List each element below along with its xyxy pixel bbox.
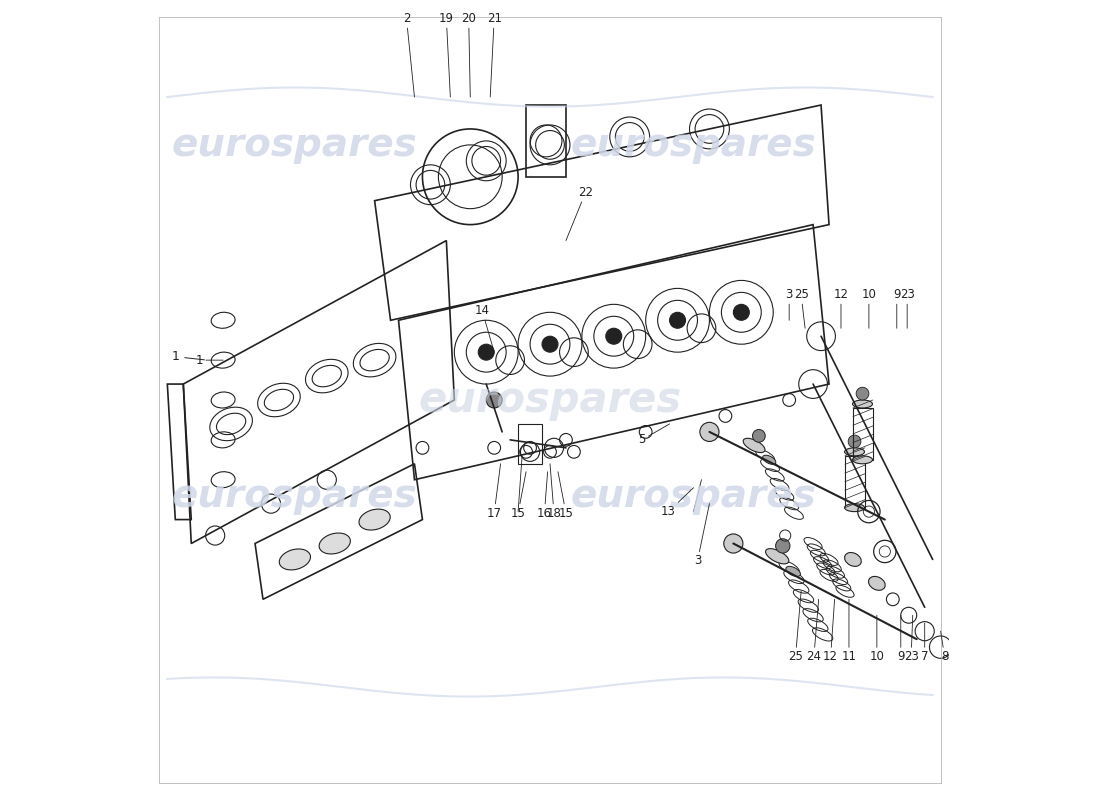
Text: 3: 3 bbox=[694, 504, 710, 567]
Circle shape bbox=[542, 336, 558, 352]
Text: 9: 9 bbox=[896, 615, 904, 663]
Text: 12: 12 bbox=[834, 288, 848, 328]
Text: 10: 10 bbox=[869, 615, 884, 663]
Text: 14: 14 bbox=[475, 304, 494, 352]
Text: 12: 12 bbox=[823, 599, 838, 663]
Ellipse shape bbox=[359, 509, 390, 530]
Text: 18: 18 bbox=[547, 464, 561, 519]
Circle shape bbox=[606, 328, 621, 344]
Bar bbox=[845, 456, 865, 508]
Circle shape bbox=[856, 387, 869, 400]
Circle shape bbox=[724, 534, 743, 553]
Circle shape bbox=[478, 344, 494, 360]
Text: 1: 1 bbox=[196, 354, 223, 366]
Ellipse shape bbox=[762, 455, 776, 464]
Text: 25: 25 bbox=[788, 591, 803, 663]
Ellipse shape bbox=[319, 533, 351, 554]
Text: 15: 15 bbox=[510, 472, 526, 519]
Circle shape bbox=[752, 430, 766, 442]
Text: 23: 23 bbox=[900, 288, 914, 328]
Ellipse shape bbox=[852, 456, 872, 464]
Text: 11: 11 bbox=[842, 599, 857, 663]
Text: 8: 8 bbox=[940, 631, 948, 663]
Text: 1: 1 bbox=[172, 350, 205, 363]
Ellipse shape bbox=[869, 577, 886, 590]
Circle shape bbox=[700, 422, 719, 442]
Circle shape bbox=[734, 304, 749, 320]
Circle shape bbox=[848, 435, 861, 448]
Text: 10: 10 bbox=[861, 288, 877, 328]
Circle shape bbox=[776, 538, 790, 553]
Text: eurospares: eurospares bbox=[418, 379, 682, 421]
Text: 20: 20 bbox=[461, 12, 476, 97]
Ellipse shape bbox=[845, 553, 861, 566]
Text: 13: 13 bbox=[661, 488, 693, 518]
Ellipse shape bbox=[766, 549, 789, 564]
Ellipse shape bbox=[845, 504, 865, 512]
Text: eurospares: eurospares bbox=[571, 477, 816, 514]
Text: 5: 5 bbox=[638, 424, 670, 446]
Text: 23: 23 bbox=[904, 615, 918, 663]
Text: 15: 15 bbox=[558, 472, 573, 519]
Text: 22: 22 bbox=[565, 186, 593, 241]
Ellipse shape bbox=[852, 400, 872, 408]
Text: 17: 17 bbox=[486, 464, 502, 519]
Ellipse shape bbox=[744, 438, 764, 453]
Ellipse shape bbox=[785, 566, 801, 577]
Text: 16: 16 bbox=[537, 472, 552, 519]
Text: 25: 25 bbox=[794, 288, 808, 328]
Text: 24: 24 bbox=[806, 599, 822, 663]
Text: 19: 19 bbox=[439, 12, 454, 97]
Text: 21: 21 bbox=[486, 12, 502, 97]
Ellipse shape bbox=[845, 448, 865, 456]
Text: 3: 3 bbox=[785, 288, 793, 320]
Text: eurospares: eurospares bbox=[172, 126, 418, 164]
Bar bbox=[852, 408, 873, 460]
Ellipse shape bbox=[279, 549, 310, 570]
Circle shape bbox=[670, 312, 685, 328]
Text: eurospares: eurospares bbox=[172, 477, 418, 514]
Text: eurospares: eurospares bbox=[571, 126, 816, 164]
Text: 7: 7 bbox=[921, 623, 928, 663]
Text: 9: 9 bbox=[893, 288, 901, 328]
Circle shape bbox=[486, 392, 503, 408]
Text: 2: 2 bbox=[403, 12, 415, 97]
